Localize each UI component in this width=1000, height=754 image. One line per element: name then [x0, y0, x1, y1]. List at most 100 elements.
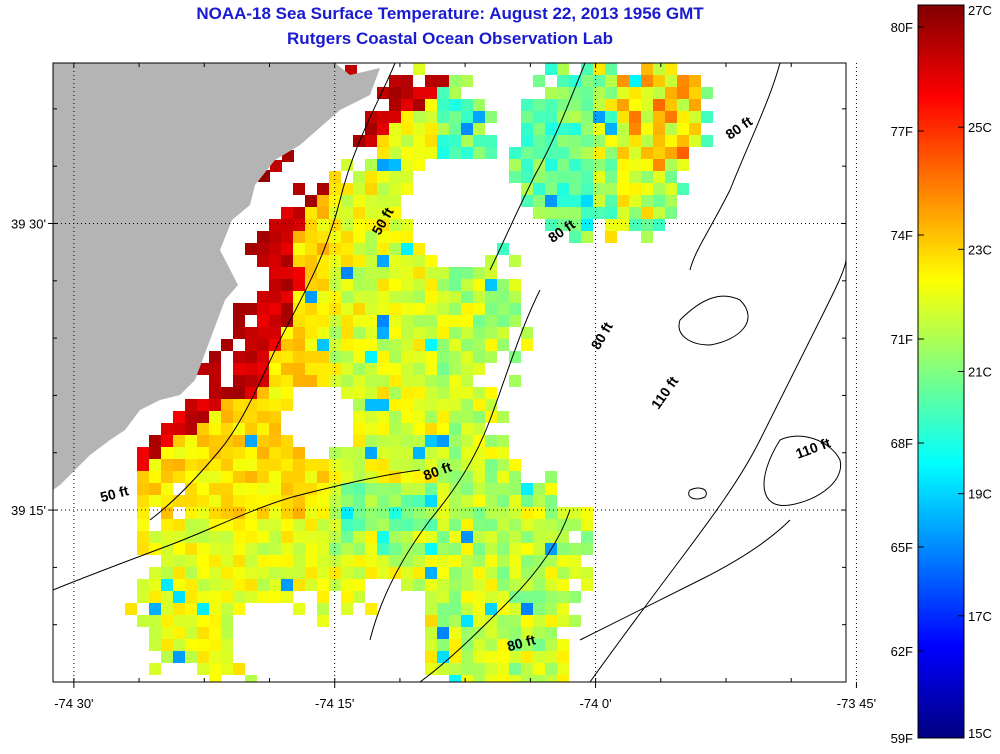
sst-cell [161, 579, 173, 591]
sst-cell [425, 567, 437, 579]
sst-cell [557, 615, 569, 627]
sst-cell [533, 651, 545, 663]
sst-cell [689, 75, 701, 87]
sst-cell [269, 531, 281, 543]
sst-cell [377, 219, 389, 231]
sst-cell [149, 615, 161, 627]
sst-cell [353, 183, 365, 195]
sst-cell [425, 99, 437, 111]
sst-cell [353, 507, 365, 519]
sst-cell [185, 615, 197, 627]
sst-cell [665, 123, 677, 135]
sst-cell [137, 531, 149, 543]
sst-cell [221, 567, 233, 579]
sst-cell [341, 255, 353, 267]
sst-cell [377, 123, 389, 135]
sst-cell [269, 267, 281, 279]
sst-cell [329, 555, 341, 567]
sst-cell [401, 399, 413, 411]
sst-cell [377, 243, 389, 255]
sst-cell [425, 363, 437, 375]
sst-cell [185, 483, 197, 495]
sst-cell [233, 663, 245, 675]
sst-cell [197, 591, 209, 603]
sst-cell [173, 495, 185, 507]
sst-cell [413, 567, 425, 579]
sst-cell [365, 195, 377, 207]
sst-cell [425, 339, 437, 351]
lat-tick-label: 39 30' [11, 216, 46, 231]
sst-cell [461, 399, 473, 411]
sst-cell [185, 459, 197, 471]
sst-cell [461, 663, 473, 675]
sst-cell [497, 471, 509, 483]
sst-cell [221, 399, 233, 411]
sst-cell [353, 399, 365, 411]
sst-cell [281, 327, 293, 339]
sst-cell [365, 495, 377, 507]
sst-cell [437, 375, 449, 387]
sst-cell [557, 63, 569, 75]
sst-cell [365, 471, 377, 483]
sst-cell [185, 603, 197, 615]
sst-cell [629, 207, 641, 219]
sst-cell [485, 339, 497, 351]
sst-cell [425, 579, 437, 591]
sst-cell [197, 555, 209, 567]
sst-cell [317, 219, 329, 231]
sst-cell [521, 627, 533, 639]
sst-cell [245, 435, 257, 447]
sst-cell [485, 447, 497, 459]
sst-cell [473, 615, 485, 627]
sst-cell [305, 579, 317, 591]
sst-cell [593, 195, 605, 207]
sst-cell [425, 639, 437, 651]
sst-cell [329, 183, 341, 195]
sst-cell [581, 531, 593, 543]
sst-cell [485, 507, 497, 519]
sst-cell [461, 459, 473, 471]
lon-tick-label: -74 30' [54, 696, 93, 711]
sst-cell [593, 111, 605, 123]
sst-cell [401, 459, 413, 471]
sst-cell [353, 411, 365, 423]
sst-cell [365, 183, 377, 195]
sst-cell [149, 579, 161, 591]
sst-cell [341, 315, 353, 327]
sst-cell [365, 387, 377, 399]
sst-cell [209, 663, 221, 675]
sst-cell [437, 351, 449, 363]
sst-cell [161, 531, 173, 543]
sst-cell [389, 435, 401, 447]
contour-line [688, 487, 707, 500]
sst-cell [569, 159, 581, 171]
sst-cell [413, 159, 425, 171]
sst-cell [365, 135, 377, 147]
sst-cell [401, 255, 413, 267]
sst-cell [509, 315, 521, 327]
sst-cell [413, 135, 425, 147]
sst-cell [437, 543, 449, 555]
sst-cell [197, 447, 209, 459]
sst-cell [389, 171, 401, 183]
sst-cell [413, 99, 425, 111]
sst-cell [305, 219, 317, 231]
sst-cell [461, 447, 473, 459]
sst-cell [437, 483, 449, 495]
sst-cell [209, 507, 221, 519]
sst-cell [317, 291, 329, 303]
sst-cell [341, 591, 353, 603]
sst-cell [497, 303, 509, 315]
sst-cell [221, 471, 233, 483]
sst-cell [245, 543, 257, 555]
sst-cell [461, 639, 473, 651]
sst-cell [497, 651, 509, 663]
sst-cell [497, 543, 509, 555]
sst-cell [329, 171, 341, 183]
sst-cell [233, 375, 245, 387]
sst-cell [281, 291, 293, 303]
sst-cell [269, 435, 281, 447]
sst-cell [377, 291, 389, 303]
sst-cell [341, 351, 353, 363]
sst-cell [677, 159, 689, 171]
